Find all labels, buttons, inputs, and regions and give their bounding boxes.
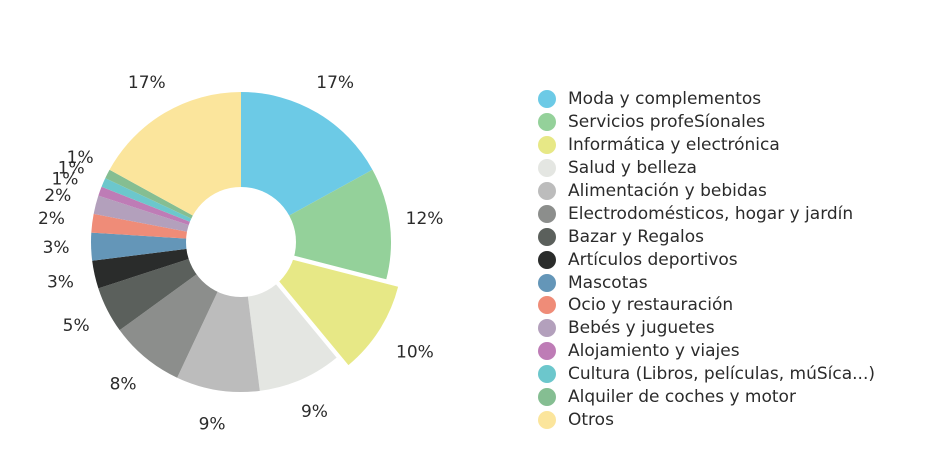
legend-swatch [538, 296, 556, 315]
legend-label: Informática y electrónica [568, 135, 780, 156]
legend-item: Artículos deportivos [538, 248, 875, 271]
slice-9 [91, 232, 242, 261]
slice-2 [241, 169, 392, 280]
legend-label: Alimentación y bebidas [568, 181, 767, 201]
slice-label-14: 1% [67, 148, 94, 168]
slice-label-5: 9% [199, 415, 226, 435]
legend-label: Mascotas [568, 272, 648, 293]
legend-item: Alojamiento y viajes [538, 340, 875, 363]
legend-label: Alquiler de coches y motor [568, 387, 796, 408]
legend-label: Electrodomésticos, hogar y jardín [568, 203, 854, 224]
slice-label-12: 1% [51, 169, 78, 189]
legend-label: Cultura (Libros, películas, múSíca...) [568, 364, 875, 385]
slice-label-6: 8% [110, 375, 137, 395]
legend-item: Mascotas [538, 271, 875, 294]
legend-label: Bazar y Regalos [568, 226, 704, 247]
legend-item: Salud y belleza [538, 157, 875, 180]
legend-item: Alimentación y bebidas [538, 180, 875, 203]
legend-swatch [538, 410, 556, 429]
legend-swatch [538, 227, 556, 246]
slice-label-4: 9% [301, 402, 328, 422]
legend-swatch [538, 273, 556, 292]
legend-swatch [538, 113, 556, 132]
slice-label-13: 1% [58, 159, 85, 179]
legend-label: Bebés y juguetes [568, 318, 715, 339]
legend-item: Servicios profeSíonales [538, 111, 875, 134]
legend-label: Ocio y restauración [568, 295, 734, 316]
legend-swatch [538, 182, 556, 200]
legend-item: Moda y complementos [538, 88, 875, 111]
legend-item: Ocio y restauración [538, 294, 875, 317]
slice-label-8: 3% [47, 272, 74, 292]
slice-label-7: 5% [63, 316, 90, 336]
slice-label-3: 10% [396, 342, 434, 362]
donut-hole [186, 187, 296, 297]
legend-swatch [538, 159, 556, 178]
legend-swatch [538, 136, 556, 155]
legend-swatch [538, 342, 556, 361]
legend-label: Artículos deportivos [568, 249, 738, 270]
legend-item: Bazar y Regalos [538, 225, 875, 248]
legend-swatch [538, 250, 556, 269]
slice-label-9: 3% [43, 238, 70, 258]
slice-label-15: 17% [128, 73, 166, 93]
legend-swatch [538, 388, 556, 407]
legend-label: Otros [568, 409, 614, 430]
legend-item: Otros [538, 408, 875, 431]
legend-label: Servicios profeSíonales [568, 112, 766, 133]
legend-label: Alojamiento y viajes [568, 341, 740, 362]
legend-label: Salud y belleza [568, 158, 697, 179]
legend-label: Moda y complementos [568, 89, 762, 110]
legend-item: Cultura (Libros, películas, múSíca...) [538, 363, 875, 386]
slice-label-2: 12% [406, 209, 444, 229]
legend-swatch [538, 319, 556, 338]
legend-item: Informática y electrónica [538, 134, 875, 157]
slice-label-10: 2% [38, 209, 65, 229]
legend-item: Bebés y juguetes [538, 317, 875, 340]
slice-label-1: 17% [316, 73, 354, 93]
legend-item: Alquiler de coches y motor [538, 386, 875, 409]
legend-swatch [538, 365, 556, 384]
legend-item: Electrodomésticos, hogar y jardín [538, 202, 875, 225]
legend: Moda y complementos Servicios profeSíonal… [538, 88, 875, 431]
legend-swatch [538, 90, 556, 109]
slice-3 [252, 249, 399, 366]
legend-swatch [538, 204, 556, 223]
slice-label-11: 2% [44, 186, 71, 206]
